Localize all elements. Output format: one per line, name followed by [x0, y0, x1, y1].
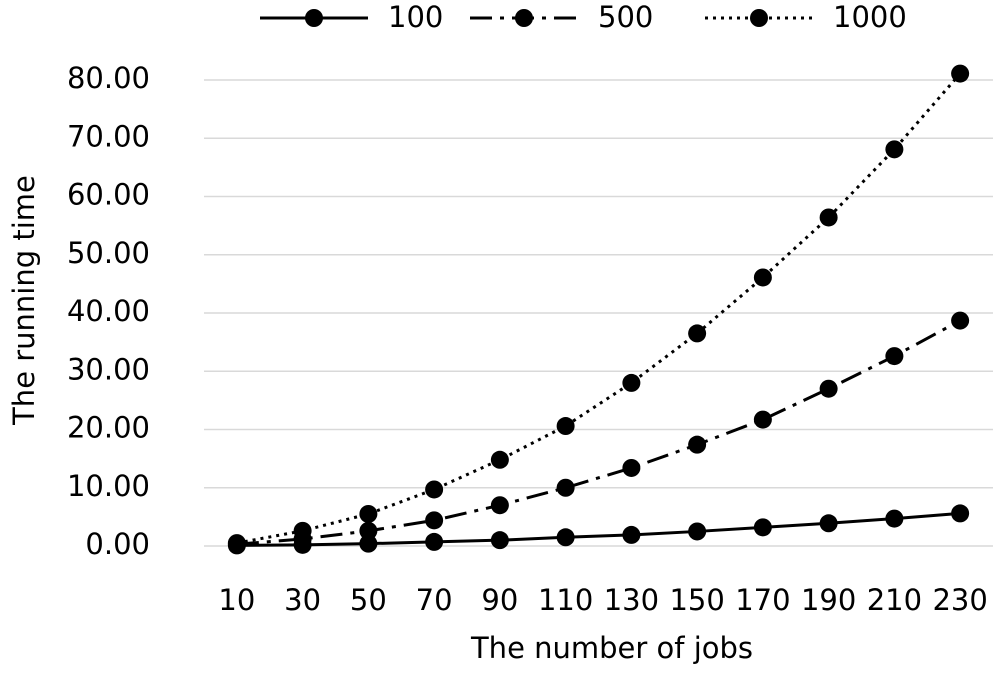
data-point: [885, 140, 904, 159]
y-axis-title: The running time: [7, 175, 41, 426]
legend-label: 100: [388, 0, 443, 34]
series-line: [236, 319, 961, 546]
x-tick-label: 10: [218, 583, 255, 617]
x-tick-label: 150: [669, 583, 724, 617]
series-line: [236, 72, 962, 545]
data-point: [622, 373, 641, 392]
y-tick-label: 20.00: [67, 411, 150, 445]
y-tick-label: 60.00: [67, 178, 150, 212]
data-point: [688, 324, 707, 343]
data-point: [951, 504, 970, 523]
data-point: [359, 534, 378, 553]
data-point: [688, 435, 707, 454]
data-point: [227, 534, 246, 553]
x-tick-label: 210: [867, 583, 922, 617]
data-point: [951, 64, 970, 83]
y-tick-label: 30.00: [67, 352, 150, 386]
x-tick-label: 70: [416, 583, 453, 617]
x-tick-label: 190: [801, 583, 856, 617]
data-point: [819, 514, 838, 533]
data-point: [425, 480, 444, 499]
data-point: [622, 525, 641, 544]
y-tick-label: 50.00: [67, 236, 150, 270]
data-point: [556, 478, 575, 497]
data-point: [556, 528, 575, 547]
legend-marker: [750, 9, 768, 27]
x-tick-label: 170: [735, 583, 790, 617]
legend-label: 1000: [833, 0, 907, 34]
y-tick-label: 10.00: [67, 469, 150, 503]
data-point: [819, 208, 838, 227]
data-point: [359, 504, 378, 523]
data-point: [556, 417, 575, 436]
data-point: [753, 268, 772, 287]
data-point: [425, 511, 444, 530]
x-tick-label: 30: [284, 583, 321, 617]
data-point: [359, 521, 378, 540]
data-point: [885, 347, 904, 366]
x-tick-label: 50: [350, 583, 387, 617]
y-tick-label: 70.00: [67, 119, 150, 153]
data-point: [490, 496, 509, 515]
x-axis-title: The number of jobs: [470, 631, 753, 665]
data-point: [490, 450, 509, 469]
data-point: [753, 518, 772, 537]
data-point: [688, 522, 707, 541]
legend-marker: [305, 9, 323, 27]
data-point: [951, 311, 970, 330]
data-point: [819, 379, 838, 398]
legend-label: 500: [598, 0, 653, 34]
data-point: [753, 410, 772, 429]
data-point: [622, 458, 641, 477]
data-point: [490, 531, 509, 550]
legend-marker: [515, 9, 533, 27]
data-point: [293, 521, 312, 540]
x-tick-label: 90: [481, 583, 518, 617]
data-point: [885, 509, 904, 528]
y-tick-label: 40.00: [67, 294, 150, 328]
y-tick-label: 0.00: [85, 527, 150, 561]
x-tick-label: 230: [932, 583, 987, 617]
y-tick-label: 80.00: [67, 61, 150, 95]
data-point: [425, 532, 444, 551]
x-tick-label: 130: [604, 583, 659, 617]
series-line: [236, 511, 961, 547]
x-tick-label: 110: [538, 583, 593, 617]
